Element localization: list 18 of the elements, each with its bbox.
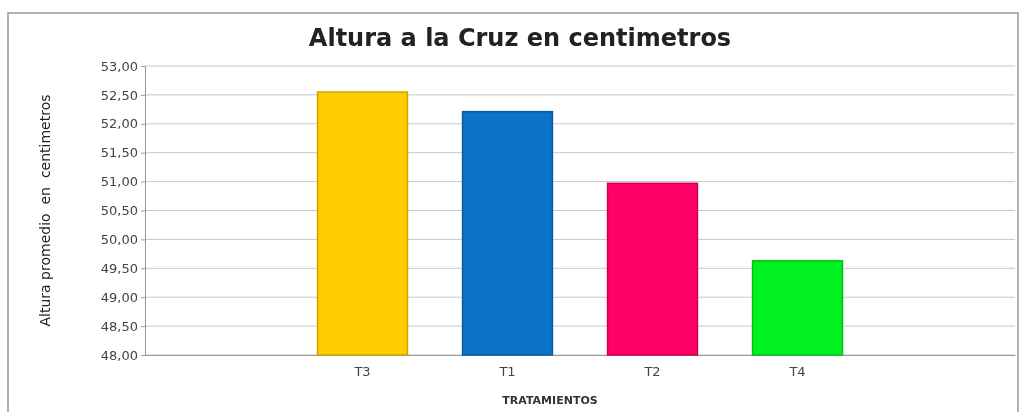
y-tick-label: 48,00 — [100, 347, 138, 363]
y-tick-label: 49,50 — [100, 260, 138, 276]
x-tick-label: T3 — [353, 364, 371, 380]
y-tick-label: 49,00 — [100, 289, 138, 305]
x-tick-label: T2 — [643, 364, 661, 380]
y-tick-label: 48,50 — [100, 318, 138, 334]
y-tick-label: 50,00 — [100, 232, 138, 248]
y-tick-label: 50,50 — [100, 203, 138, 219]
y-tick-label: 51,50 — [100, 145, 138, 161]
y-tick-label: 53,00 — [100, 58, 138, 74]
chart-title: Altura a la Cruz en centimetros — [308, 24, 732, 52]
y-axis-title: Altura promedio en centimetros — [37, 94, 53, 327]
y-tick-label: 52,50 — [100, 87, 138, 103]
x-axis-title: TRATAMIENTOS — [502, 394, 598, 407]
x-tick-label: T4 — [788, 364, 806, 380]
x-tick-label: T1 — [498, 364, 516, 380]
y-tick-label: 51,00 — [100, 174, 138, 190]
y-tick-label: 52,00 — [100, 116, 138, 132]
